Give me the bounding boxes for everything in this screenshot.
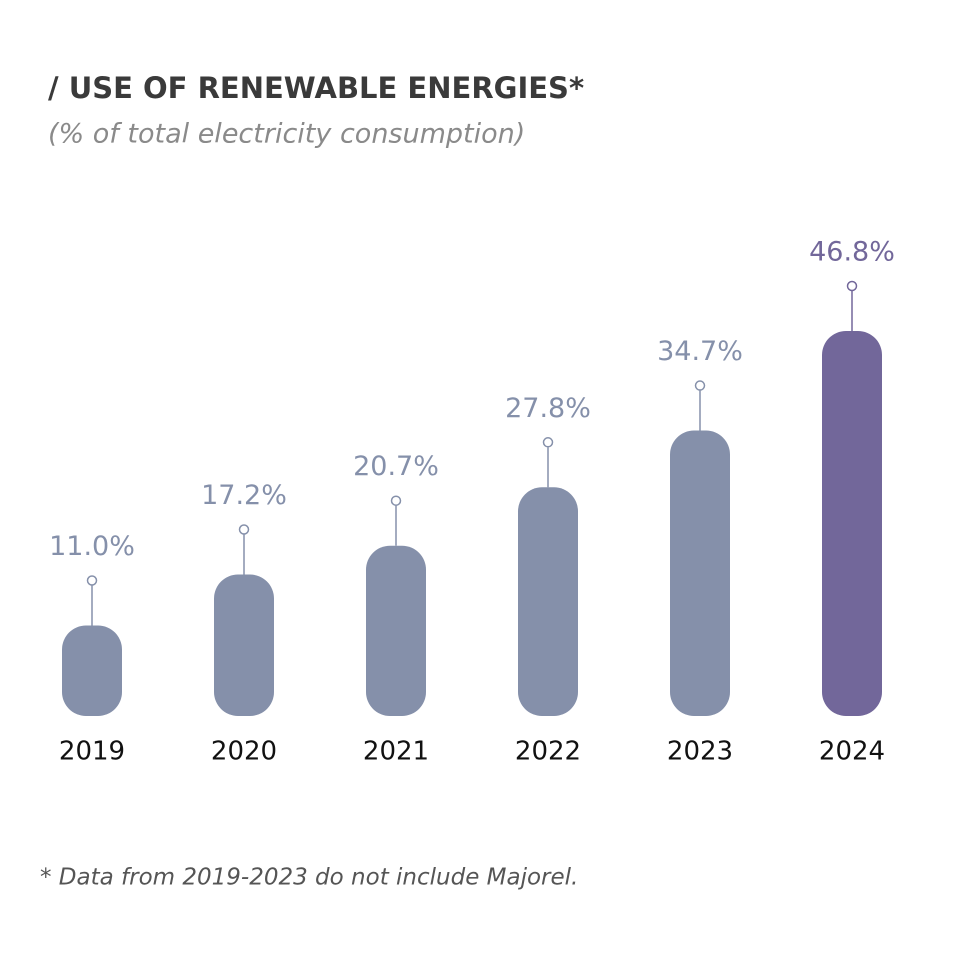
x-tick-label: 2019	[59, 737, 125, 767]
bar	[214, 574, 274, 716]
footnote: * Data from 2019-2023 do not include Maj…	[40, 865, 578, 891]
pin-dot	[238, 524, 250, 535]
pin-dot	[542, 437, 554, 448]
x-tick-label: 2023	[667, 737, 733, 767]
bar	[670, 430, 730, 716]
pin-dot	[846, 280, 858, 292]
value-label: 20.7%	[353, 451, 439, 482]
pin-dot	[694, 380, 706, 391]
value-label: 17.2%	[201, 480, 287, 511]
x-tick-label: 2020	[211, 737, 277, 767]
chart-title: / USE OF RENEWABLE ENERGIES*	[48, 71, 584, 105]
bar	[518, 487, 578, 716]
value-label: 11.0%	[49, 531, 135, 562]
pin-dot	[86, 575, 98, 586]
bar	[822, 331, 882, 716]
value-label: 34.7%	[657, 336, 743, 367]
value-label: 27.8%	[505, 393, 591, 424]
bar	[62, 625, 122, 716]
bar	[366, 545, 426, 716]
x-tick-label: 2021	[363, 737, 429, 767]
chart-subtitle: (% of total electricity consumption)	[48, 119, 525, 150]
x-tick-label: 2024	[819, 737, 885, 767]
pin-dot	[390, 495, 402, 506]
x-tick-label: 2022	[515, 737, 581, 767]
value-label: 46.8%	[809, 237, 895, 268]
